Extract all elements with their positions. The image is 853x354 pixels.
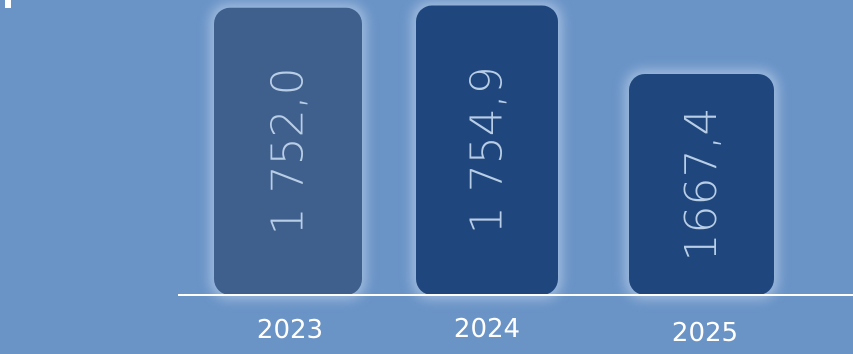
category-label-2025: 2025 [672,318,738,348]
category-label-2024: 2024 [454,314,520,344]
bar-2023 [214,7,362,296]
value-label-2024: 1 754,9 [462,66,513,234]
value-label-2023: 1 752,0 [263,67,314,235]
bar-2024 [416,5,558,296]
title-fragment-glyph [5,0,11,8]
category-label-2023: 2023 [257,315,323,345]
bar-2025 [629,73,774,295]
value-label-2025: 1667,4 [676,107,727,261]
